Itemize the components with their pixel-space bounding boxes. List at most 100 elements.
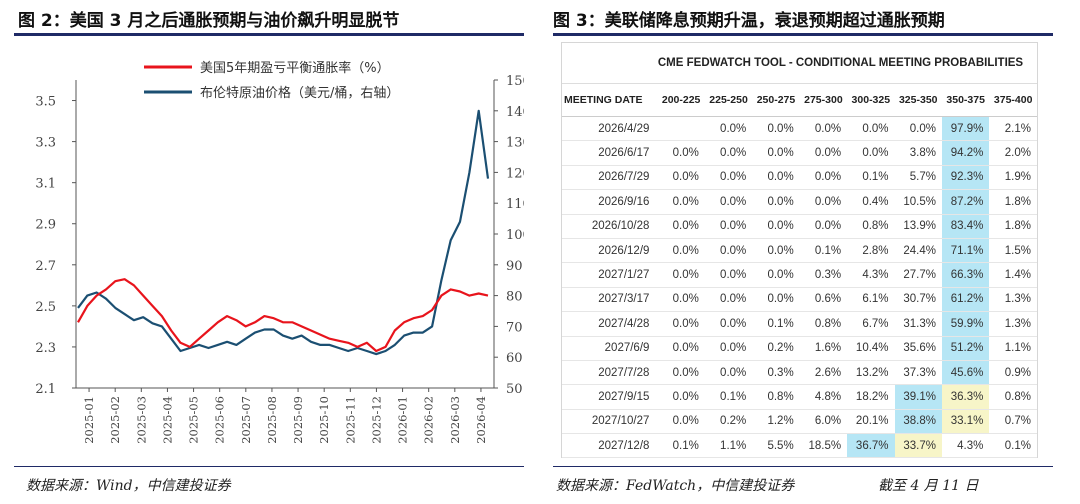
column-header-rate-range: 275-300	[799, 83, 848, 117]
table-row: 2027/12/8 0.1% 1.1% 5.5% 18.5% 36.7% 33.7% 4.3%…	[562, 433, 1037, 459]
column-header-meeting-date: MEETING DATE	[562, 83, 658, 117]
table-row: 2027/9/15 0.0% 0.1% 0.8% 4.8% 18.2% 39.1% 36.3%…	[562, 384, 1037, 410]
probability-cell: 0.0%	[847, 140, 895, 166]
probability-cell: 36.3%	[941, 384, 990, 410]
fedwatch-body: 2026/4/29 0.0% 0.0% 0.0% 0.0% 0.0% 97.9% 2.1% 20…	[562, 116, 1037, 459]
x-tick-label: 2025-12	[369, 396, 383, 444]
right-tick-label: 110	[506, 197, 524, 212]
probability-cell: 2.0%	[989, 140, 1037, 166]
probability-cell: 0.0%	[799, 140, 848, 166]
probability-cell: 30.7%	[894, 287, 942, 313]
probability-cell: 0.0%	[657, 140, 705, 166]
chart-lines	[77, 109, 490, 356]
left-tick-label: 3.3	[35, 136, 56, 151]
probability-cell: 6.1%	[847, 287, 895, 313]
legend-label: 布伦特原油价格（美元/桶，右轴）	[200, 85, 399, 101]
fedwatch-table-panel: CME FEDWATCH TOOL - CONDITIONAL MEETING …	[561, 42, 1038, 459]
probability-cell: 0.0%	[704, 287, 753, 313]
probability-cell: 83.4%	[941, 214, 990, 239]
probability-cell: 0.0%	[657, 262, 705, 288]
oil-vs-inflation-chart: 美国5年期盈亏平衡通胀率（%）布伦特原油价格（美元/桶，右轴） 2.12.32.…	[35, 60, 524, 444]
probability-cell: 0.1%	[847, 165, 895, 191]
probability-cell: 0.4%	[847, 189, 895, 215]
table-row: 2027/7/28 0.0% 0.0% 0.3% 2.6% 13.2% 37.3% 45.6%…	[562, 360, 1037, 386]
x-tick-label: 2025-03	[134, 396, 148, 444]
probability-cell	[657, 116, 705, 142]
probability-cell: 0.0%	[799, 189, 848, 215]
table-row: 2027/1/27 0.0% 0.0% 0.0% 0.3% 4.3% 27.7% 66.3% 1…	[562, 262, 1037, 288]
probability-cell: 0.0%	[752, 140, 800, 166]
table-row: 2026/7/29 0.0% 0.0% 0.0% 0.0% 0.1% 5.7% 92.3% 1.…	[562, 165, 1037, 191]
probability-cell: 0.0%	[799, 116, 848, 142]
probability-cell: 0.8%	[799, 311, 848, 337]
x-tick-label: 2025-02	[108, 396, 122, 444]
meeting-date-cell: 2026/6/17	[562, 140, 658, 166]
probability-cell: 0.0%	[704, 360, 753, 386]
probability-cell: 0.0%	[704, 311, 753, 337]
probability-cell: 36.7%	[847, 433, 895, 459]
probability-cell: 0.0%	[704, 214, 753, 239]
probability-cell: 0.9%	[989, 360, 1037, 386]
probability-cell: 0.0%	[704, 140, 753, 166]
probability-cell: 0.0%	[704, 238, 753, 264]
probability-cell: 0.1%	[704, 384, 753, 410]
probability-cell: 0.0%	[752, 214, 800, 239]
probability-cell: 4.8%	[799, 384, 848, 410]
left-tick-label: 3.5	[35, 95, 56, 110]
right-tick-label: 70	[506, 320, 523, 335]
probability-cell: 38.8%	[894, 409, 942, 435]
probability-cell: 0.8%	[847, 214, 895, 239]
chart-axes: 2.1 2.3 2.5 2.7 2.9 3.1 3.3 3.5 50 60 70 80 90 100 110…	[35, 74, 524, 444]
probability-cell: 1.6%	[799, 336, 848, 361]
fedwatch-table: CME FEDWATCH TOOL - CONDITIONAL MEETING …	[562, 43, 1037, 459]
meeting-date-cell: 2027/1/27	[562, 262, 658, 288]
probability-cell: 18.5%	[799, 433, 848, 459]
probability-cell: 0.0%	[657, 336, 705, 361]
probability-cell: 0.8%	[989, 384, 1037, 410]
meeting-date-cell: 2026/7/29	[562, 165, 658, 191]
meeting-date-cell: 2027/12/8	[562, 433, 658, 459]
probability-cell: 0.0%	[894, 116, 942, 142]
probability-cell: 0.0%	[704, 165, 753, 191]
probability-cell: 2.1%	[989, 116, 1037, 142]
left-title-rule	[14, 33, 524, 36]
probability-cell: 10.5%	[894, 189, 942, 215]
column-header-rate-range: 250-275	[752, 83, 800, 117]
probability-cell: 1.5%	[989, 238, 1037, 264]
probability-cell: 33.7%	[894, 433, 942, 459]
column-header-rate-range: 200-225	[657, 83, 705, 117]
probability-cell: 0.1%	[799, 238, 848, 264]
legend-label: 美国5年期盈亏平衡通胀率（%）	[200, 60, 390, 76]
probability-cell: 94.2%	[941, 140, 990, 166]
column-header-rate-range: 225-250	[704, 83, 753, 117]
probability-cell: 0.0%	[657, 384, 705, 410]
probability-cell: 0.1%	[657, 433, 705, 459]
probability-cell: 24.4%	[894, 238, 942, 264]
table-row: 2026/6/17 0.0% 0.0% 0.0% 0.0% 0.0% 3.8% 94.2% 2.…	[562, 140, 1037, 166]
meeting-date-cell: 2027/10/27	[562, 409, 658, 435]
probability-cell: 97.9%	[941, 116, 990, 142]
breakeven-inflation-line	[77, 278, 489, 353]
right-date-note: 截至 4 月 11 日	[878, 478, 979, 494]
x-tick-label: 2025-10	[317, 396, 331, 444]
probability-cell: 0.0%	[657, 287, 705, 313]
right-tick-label: 100	[506, 228, 524, 243]
meeting-date-cell: 2026/10/28	[562, 214, 658, 239]
probability-cell: 0.0%	[704, 116, 753, 142]
probability-cell: 0.0%	[657, 214, 705, 239]
x-tick-label: 2025-07	[239, 396, 253, 444]
table-row: 2026/10/28 0.0% 0.0% 0.0% 0.0% 0.8% 13.9% 83.4%…	[562, 214, 1037, 239]
probability-cell: 2.6%	[799, 360, 848, 386]
x-tick-label: 2025-08	[265, 396, 279, 444]
probability-cell: 0.0%	[752, 262, 800, 288]
column-header-rate-range: 300-325	[847, 83, 895, 117]
meeting-date-cell: 2027/6/9	[562, 336, 658, 361]
probability-cell: 0.0%	[704, 336, 753, 361]
probability-cell: 0.0%	[657, 165, 705, 191]
table-row: 2027/3/17 0.0% 0.0% 0.0% 0.6% 6.1% 30.7% 61.2% 1…	[562, 287, 1037, 313]
probability-cell: 1.9%	[989, 165, 1037, 191]
probability-cell: 0.0%	[704, 262, 753, 288]
probability-cell: 1.4%	[989, 262, 1037, 288]
probability-cell: 35.6%	[894, 336, 942, 361]
probability-cell: 59.9%	[941, 311, 990, 337]
